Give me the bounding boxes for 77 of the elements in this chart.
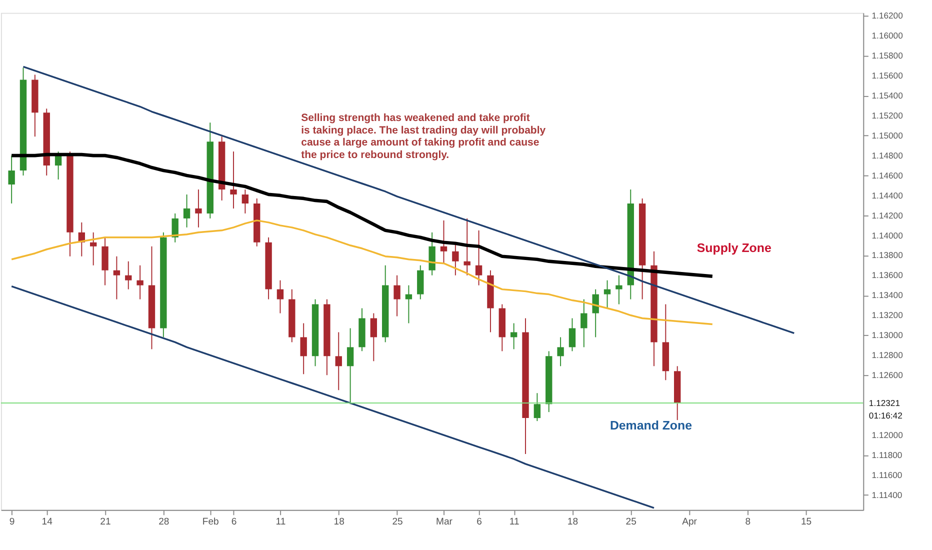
candlestick	[195, 189, 202, 228]
ref-line-label: 1.12321	[868, 398, 900, 408]
y-tick-label: 1.15400	[872, 90, 904, 101]
y-tick-label: 1.11400	[872, 490, 902, 500]
candlestick	[300, 322, 307, 375]
y-tick-label: 1.15800	[872, 50, 904, 61]
candlestick	[230, 151, 237, 209]
candlestick	[102, 236, 108, 286]
y-tick-label: 1.16200	[872, 10, 904, 21]
x-tick-label: 18	[567, 516, 578, 528]
candlestick	[475, 230, 482, 286]
y-tick-label: 1.14400	[872, 190, 904, 200]
candlestick	[346, 328, 354, 405]
candlestick	[405, 284, 412, 324]
x-tick-label: 25	[392, 516, 403, 528]
candlestick	[510, 322, 518, 350]
y-tick-label: 1.15200	[872, 110, 904, 120]
candlestick	[440, 220, 448, 264]
y-tick-label: 1.12800	[872, 350, 904, 360]
x-tick-label: 25	[626, 516, 636, 528]
y-tick-label: 1.11800	[872, 450, 902, 460]
candlestick	[534, 392, 541, 422]
y-tick-label: 1.12600	[872, 370, 904, 380]
x-tick-label: 21	[100, 516, 111, 528]
candlestick	[335, 332, 342, 391]
annotation: Supply Zone	[696, 240, 772, 255]
candlestick	[580, 298, 588, 348]
candlestick	[370, 312, 378, 362]
candlestick	[557, 336, 564, 367]
candlestick	[54, 151, 62, 180]
candlestick	[8, 155, 15, 204]
y-tick-label: 1.13000	[872, 330, 904, 340]
candlestick	[113, 256, 120, 300]
candlestick	[90, 232, 97, 266]
y-tick-label: 1.14600	[872, 170, 904, 180]
y-tick-label: 1.11600	[872, 470, 902, 480]
candlestick	[417, 264, 424, 300]
y-tick-label: 1.12000	[872, 430, 904, 440]
x-tick-label: 28	[158, 516, 170, 528]
y-tick-label: 1.16000	[872, 30, 904, 41]
y-tick-label: 1.13400	[872, 290, 904, 300]
x-tick-label: 8	[745, 516, 751, 528]
x-tick-label: 11	[276, 516, 286, 528]
annotation: Selling strength has weakened and take profit is taking place. The last trading day will probably cause a large amount of taking profit and cause the price to rebound strongly.	[301, 112, 546, 162]
y-tick-label: 1.14200	[872, 210, 904, 220]
candlestick	[604, 280, 611, 309]
x-tick-label: 6	[231, 516, 237, 528]
x-tick-label: 15	[801, 516, 812, 528]
x-tick-label: 18	[334, 516, 344, 528]
candlestick	[125, 260, 132, 290]
y-tick-label: 1.14000	[872, 230, 904, 240]
y-tick-label: 1.15000	[872, 130, 904, 140]
x-tick-label: 14	[42, 516, 54, 528]
x-tick-label: 9	[9, 516, 15, 528]
y-tick-label: 1.13200	[872, 310, 904, 320]
x-tick-label: Mar	[436, 516, 454, 528]
x-tick-label: Apr	[682, 516, 698, 528]
candlestick	[136, 264, 144, 300]
candlestick	[592, 288, 599, 338]
candlestick	[428, 232, 436, 276]
candlestick	[616, 274, 622, 305]
candlestick	[183, 194, 190, 228]
candlestick	[276, 280, 284, 314]
candlestick	[394, 274, 400, 317]
x-tick-label: Feb	[202, 516, 219, 528]
y-tick-label: 1.14800	[872, 150, 904, 160]
text: 01:16:42	[868, 410, 903, 420]
x-tick-label: 11	[509, 516, 520, 528]
x-tick-label: 6	[476, 516, 482, 528]
candlestick	[242, 189, 249, 214]
y-tick-label: 1.13600	[872, 270, 904, 280]
y-tick-label: 1.13800	[872, 250, 904, 260]
candlestick	[464, 218, 470, 276]
line-series	[22, 66, 796, 334]
y-tick-label: 1.15600	[872, 70, 904, 81]
annotation: Demand Zone	[610, 418, 692, 433]
candlestick	[568, 318, 576, 352]
